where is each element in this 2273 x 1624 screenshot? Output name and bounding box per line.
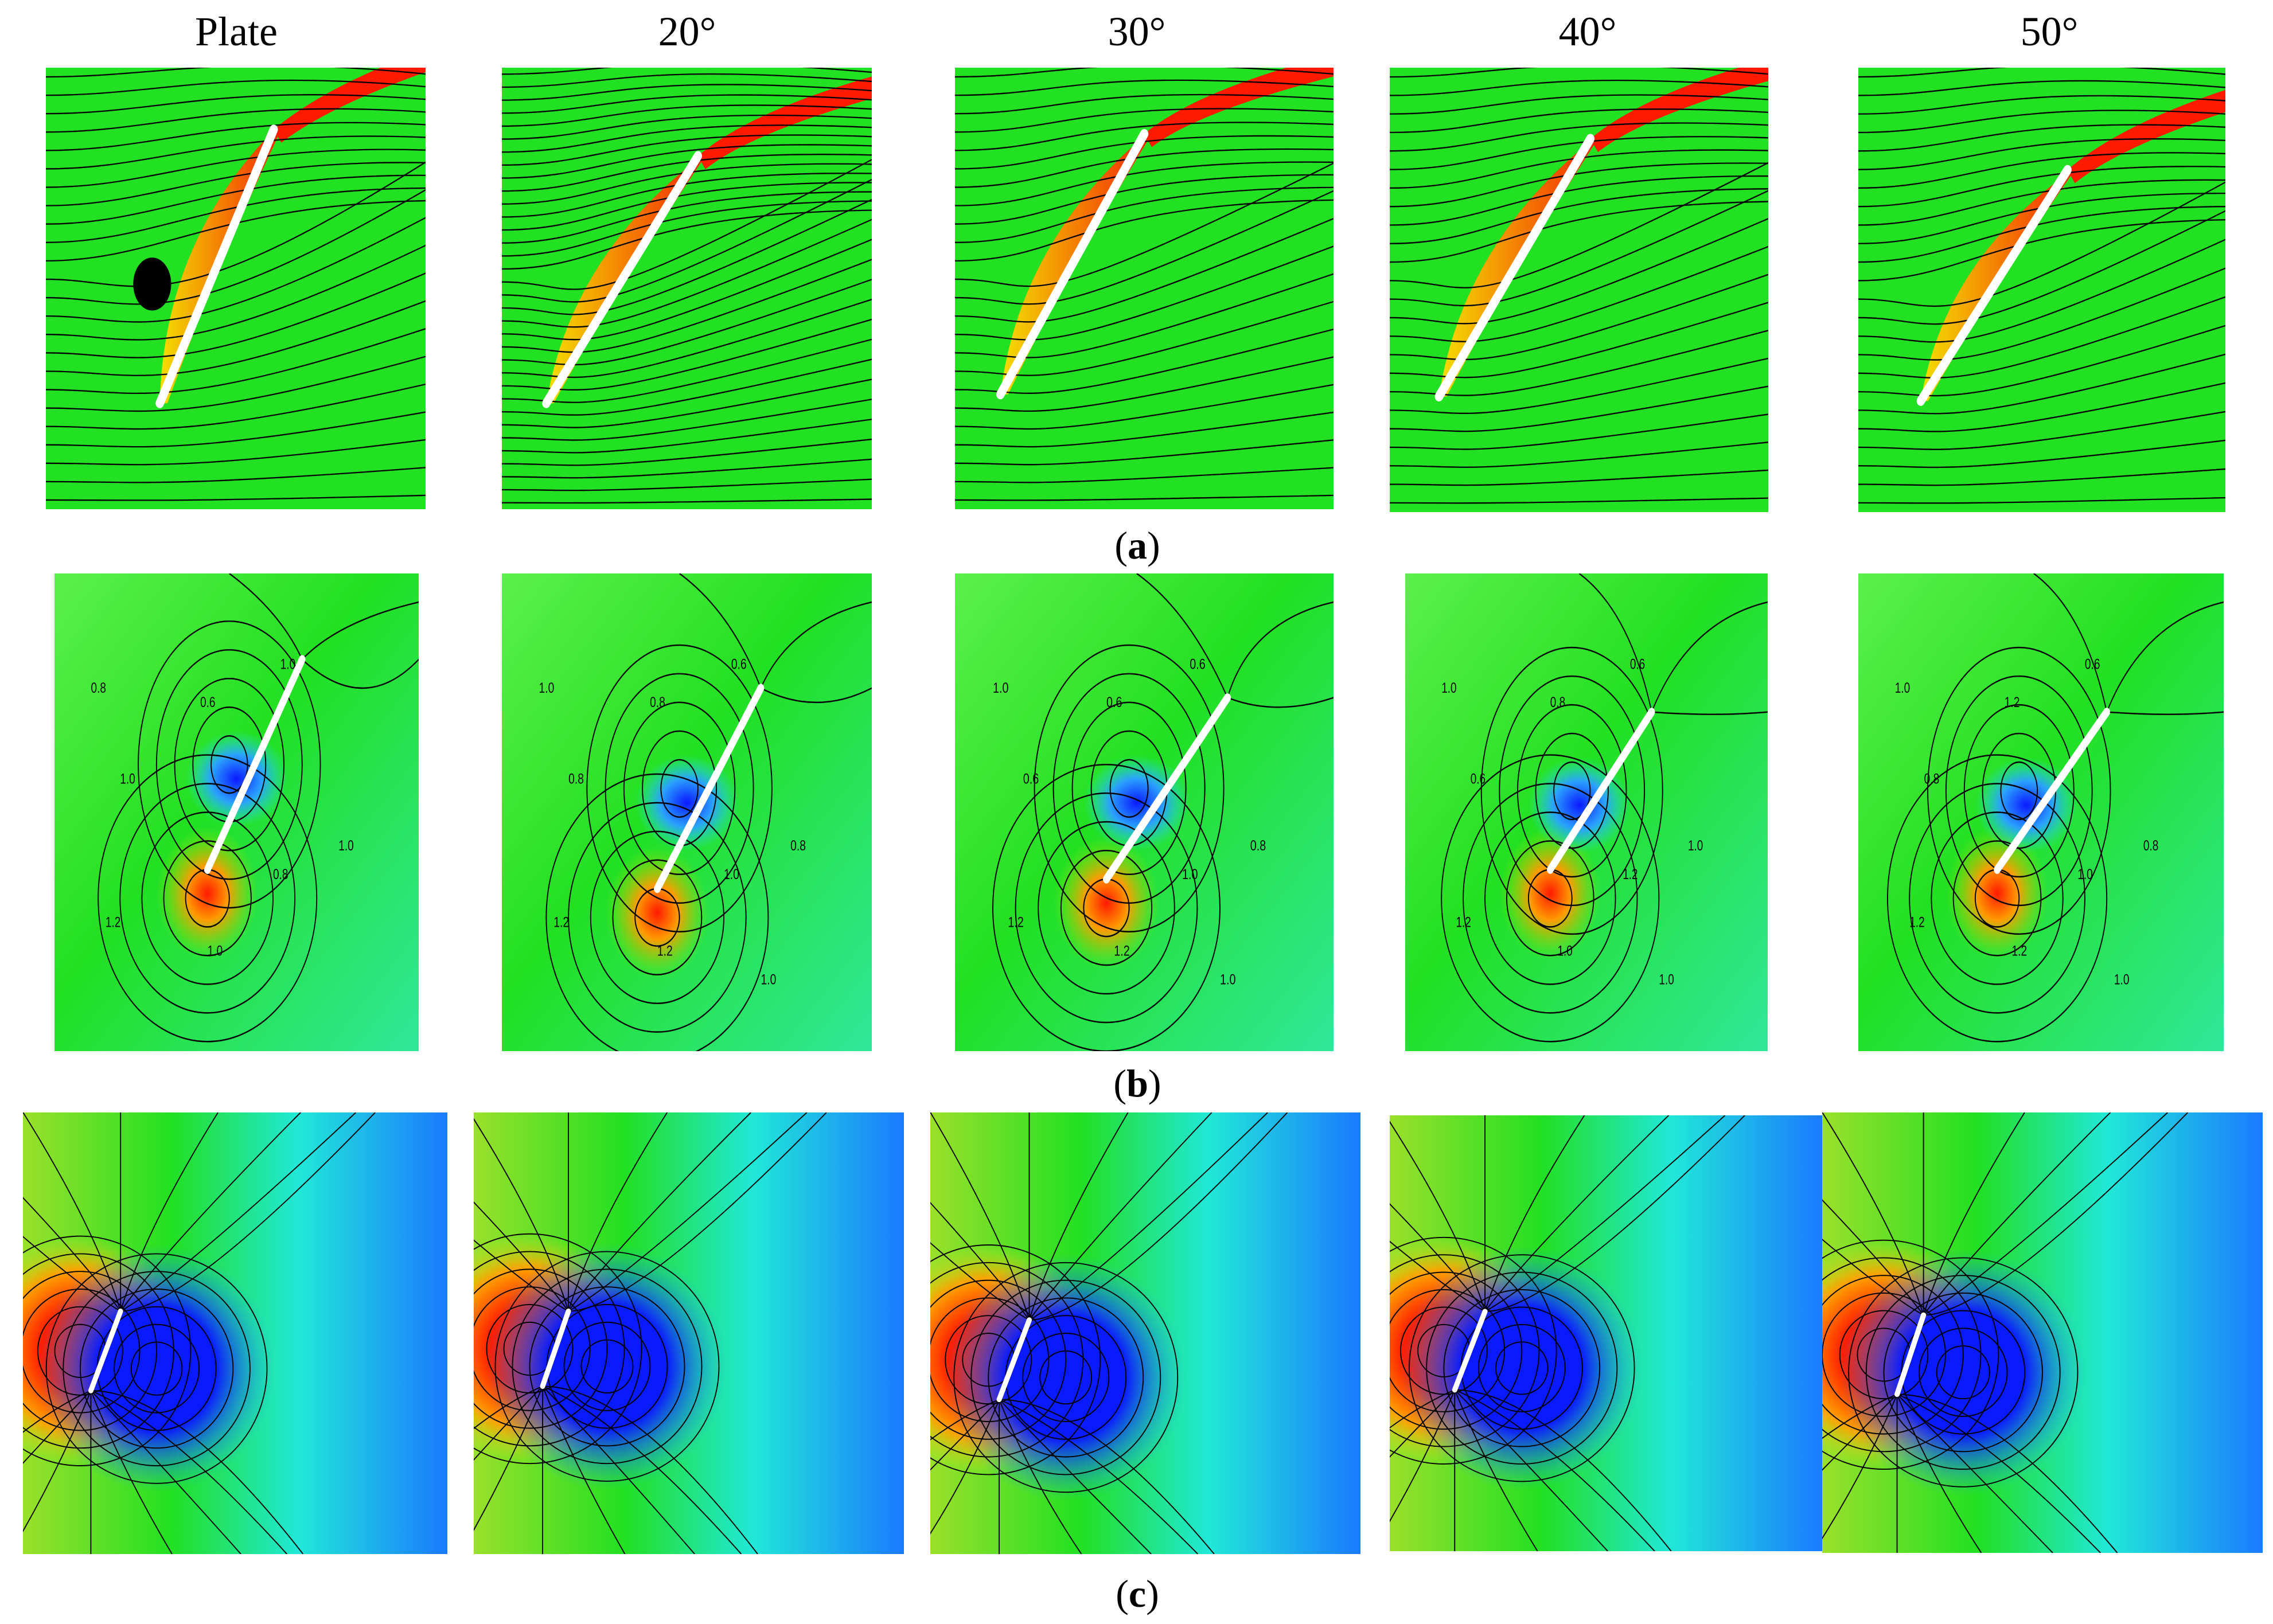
contour-label: 1.0 bbox=[1220, 971, 1236, 987]
contour-label: 1.2 bbox=[2005, 694, 2020, 710]
panel-a-20 bbox=[502, 68, 872, 509]
contour-label: 1.0 bbox=[1182, 866, 1198, 883]
panel-c-40-graphic bbox=[1390, 1115, 1823, 1551]
panel-c-20-graphic bbox=[474, 1112, 904, 1554]
contour-label: 1.0 bbox=[1688, 838, 1703, 854]
panel-b-20-graphic: 1.0 0.8 0.8 0.6 0.8 1.0 1.2 1.2 1.0 bbox=[502, 573, 872, 1051]
contour-label: 0.6 bbox=[1630, 656, 1645, 672]
contour-label: 1.0 bbox=[539, 680, 555, 696]
contour-label: 1.2 bbox=[1114, 943, 1130, 959]
panel-b-30-graphic: 1.0 0.6 0.6 0.6 0.8 1.0 1.2 1.2 1.0 bbox=[955, 573, 1334, 1051]
contour-label: 1.0 bbox=[1441, 680, 1456, 696]
contour-label: 1.0 bbox=[993, 680, 1009, 696]
contour-label: 0.8 bbox=[1250, 838, 1266, 854]
contour-label: 1.0 bbox=[280, 656, 295, 672]
panel-b-plate-graphic: 0.8 0.6 1.0 1.0 1.0 0.8 1.2 1.0 bbox=[54, 573, 419, 1051]
panel-c-plate-graphic bbox=[23, 1112, 447, 1554]
contour-label: 1.0 bbox=[2114, 971, 2130, 987]
contour-label: 0.6 bbox=[1106, 694, 1122, 710]
contour-label: 1.2 bbox=[553, 914, 569, 930]
contour-label: 1.2 bbox=[1456, 914, 1471, 930]
contour-label: 0.8 bbox=[568, 771, 584, 787]
panel-b-plate: 0.8 0.6 1.0 1.0 1.0 0.8 1.2 1.0 bbox=[54, 573, 419, 1051]
panel-c-40 bbox=[1390, 1115, 1823, 1551]
panel-b-40: 1.0 0.8 0.6 0.6 1.0 1.2 1.2 1.0 1.0 bbox=[1405, 573, 1768, 1051]
contour-label: 1.0 bbox=[1895, 680, 1911, 696]
contour-label: 1.0 bbox=[208, 943, 223, 959]
panel-a-30-graphic bbox=[955, 68, 1334, 509]
column-title-plate: Plate bbox=[195, 9, 278, 54]
panel-a-plate-graphic bbox=[46, 68, 426, 509]
contour-label: 1.0 bbox=[1557, 943, 1572, 959]
contour-label: 1.0 bbox=[761, 971, 777, 987]
panel-c-30-graphic bbox=[930, 1112, 1360, 1554]
contour-label: 1.0 bbox=[1659, 971, 1674, 987]
contour-label: 1.2 bbox=[1623, 866, 1638, 883]
panel-a-20-graphic bbox=[502, 68, 872, 509]
panel-c-50-graphic bbox=[1822, 1112, 2263, 1553]
contour-label: 0.6 bbox=[1471, 771, 1486, 787]
panel-a-40-graphic bbox=[1390, 68, 1768, 512]
panel-b-30: 1.0 0.6 0.6 0.6 0.8 1.0 1.2 1.2 1.0 bbox=[955, 573, 1334, 1051]
contour-label: 1.2 bbox=[2012, 943, 2028, 959]
panel-a-plate bbox=[46, 68, 426, 509]
contour-label: 1.0 bbox=[2077, 866, 2093, 883]
contour-label: 0.8 bbox=[1924, 771, 1940, 787]
column-title-30: 30° bbox=[1108, 9, 1166, 54]
contour-label: 1.2 bbox=[106, 914, 120, 930]
column-title-40: 40° bbox=[1558, 9, 1617, 54]
contour-label: 0.6 bbox=[731, 656, 747, 672]
contour-label: 0.8 bbox=[273, 866, 288, 883]
panel-a-50 bbox=[1858, 68, 2225, 512]
panel-a-30 bbox=[955, 68, 1334, 509]
caption-b: (b) bbox=[1113, 1061, 1161, 1105]
contour-label: 0.6 bbox=[1023, 771, 1039, 787]
contour-label: 0.6 bbox=[2085, 656, 2100, 672]
panel-b-40-graphic: 1.0 0.8 0.6 0.6 1.0 1.2 1.2 1.0 1.0 bbox=[1405, 573, 1768, 1051]
contour-label: 0.6 bbox=[200, 694, 215, 710]
panel-a-40 bbox=[1390, 68, 1768, 512]
caption-c: (c) bbox=[1116, 1572, 1159, 1615]
panel-a-50-graphic bbox=[1858, 68, 2225, 512]
contour-label: 0.8 bbox=[1550, 694, 1565, 710]
contour-label: 0.8 bbox=[2143, 838, 2159, 854]
column-title-50: 50° bbox=[2020, 9, 2079, 54]
panel-c-50 bbox=[1822, 1112, 2263, 1553]
contour-label: 0.8 bbox=[650, 694, 665, 710]
contour-label: 1.0 bbox=[120, 771, 135, 787]
column-title-20: 20° bbox=[658, 9, 716, 54]
panel-c-30 bbox=[930, 1112, 1360, 1554]
contour-label: 1.0 bbox=[724, 866, 739, 883]
panel-c-20 bbox=[474, 1112, 904, 1554]
panel-b-20: 1.0 0.8 0.8 0.6 0.8 1.0 1.2 1.2 1.0 bbox=[502, 573, 872, 1051]
contour-label: 0.6 bbox=[1190, 656, 1206, 672]
panel-b-50-graphic: 1.0 1.2 0.8 0.6 0.8 1.0 1.2 1.2 1.0 bbox=[1858, 573, 2224, 1051]
panel-b-50: 1.0 1.2 0.8 0.6 0.8 1.0 1.2 1.2 1.0 bbox=[1858, 573, 2224, 1051]
caption-a: (a) bbox=[1114, 524, 1160, 567]
contour-label: 0.8 bbox=[790, 838, 806, 854]
panel-c-plate bbox=[23, 1112, 447, 1554]
contour-label: 1.2 bbox=[657, 943, 673, 959]
contour-label: 1.0 bbox=[338, 838, 353, 854]
contour-label: 0.8 bbox=[91, 680, 106, 696]
contour-label: 1.2 bbox=[1008, 914, 1024, 930]
contour-label: 1.2 bbox=[1909, 914, 1925, 930]
